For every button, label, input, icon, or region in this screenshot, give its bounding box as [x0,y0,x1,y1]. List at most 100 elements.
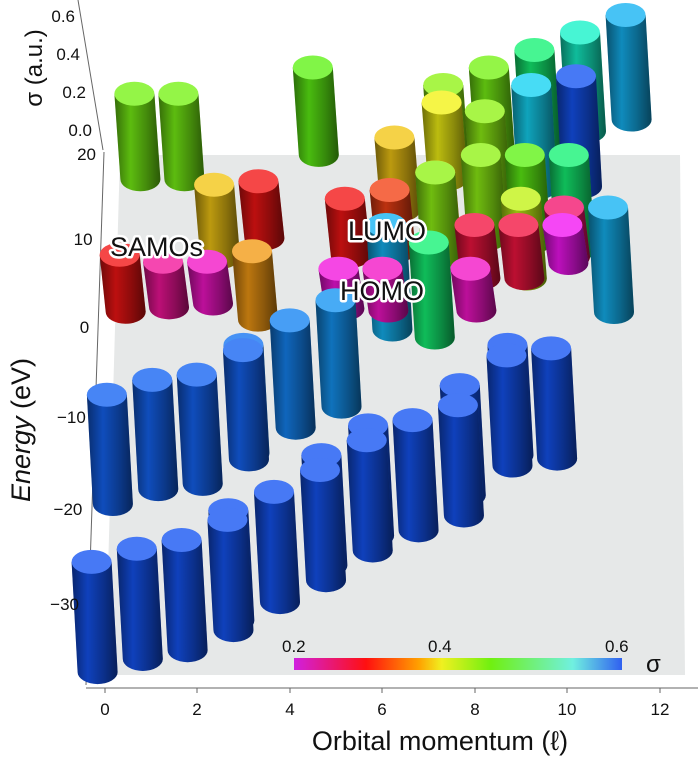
y-tick-label: 0 [80,318,89,337]
bar [143,249,190,320]
bar-top [605,3,646,27]
y-tick-label: 10 [74,230,93,249]
bar [161,528,208,663]
bar-top [161,528,202,552]
bar-top [116,536,157,561]
tick-labels: 0 2 4 6 8 10 12 20 10 0 −10 −20 −30 0.6 0.4 0.2 0.0 [50,7,669,719]
bar-top [324,186,365,211]
bars [71,3,652,685]
bar-shading [114,93,161,192]
bar-shading [254,491,300,615]
bar-shading [269,320,316,440]
bar [542,213,589,275]
bar-shading [362,268,409,323]
bar [222,338,269,472]
bar-top [500,186,541,211]
bar-top [187,249,228,274]
bar-shading [531,348,578,471]
z-tick-label: 0.6 [51,7,75,26]
bar-top [514,38,555,62]
colorbar-tick-1: 0.4 [428,637,452,656]
bar-shading [292,67,339,167]
z-tick-label: 0.2 [62,83,86,102]
bar [99,242,146,324]
x-tick-label: 8 [470,700,479,719]
bar-top [143,249,184,274]
x-tick-label: 0 [100,700,109,719]
bar-shading [437,405,484,528]
bar-top [374,125,415,150]
bar-top [232,239,272,264]
bar-top [560,20,600,45]
bar [315,288,362,419]
bar-shading [315,300,362,419]
bar [605,3,652,132]
bar-shading [222,350,269,472]
bar [86,382,133,516]
bar [292,55,339,167]
bar-top [423,73,464,97]
bar-shading [116,548,163,671]
bar-top [439,373,480,398]
bar-shading [300,470,346,593]
bar-top [392,408,433,433]
bar-shading [86,394,133,516]
bar-top [176,362,217,387]
bar [254,479,300,615]
bar-top [556,64,596,89]
bar-shading [187,261,234,316]
bar [132,367,179,502]
bar-top [86,382,127,407]
bar-shading [588,207,634,324]
bar-top [548,143,589,167]
bar-top [504,143,545,167]
bar [588,195,634,324]
bar-shading [132,379,179,502]
bar-top [544,195,584,220]
bar-shading [207,519,254,643]
colorbar-tick-2: 0.6 [605,637,629,656]
bar-shading [176,374,223,496]
bar [450,256,497,323]
bar-top [318,256,359,281]
colorbar-tick-0: 0.2 [282,637,306,656]
bar-top [511,73,552,97]
x-tick-label: 6 [377,700,386,719]
bar [392,408,439,543]
bar [232,239,278,332]
bar-top [498,213,539,237]
bar-top [362,256,403,281]
bar-shading [238,181,285,251]
y-axis-title-main: Energy [6,415,36,502]
colorbar [294,658,622,670]
bar [194,172,241,269]
bar-top [415,160,456,185]
bar-shading [194,184,241,269]
bar [362,256,409,323]
bar-top [464,99,505,124]
bar-shading [486,355,533,478]
bar-shading [99,254,146,324]
bar-top [531,336,572,361]
bar [207,507,254,643]
bar-top [408,230,449,255]
y-tick-label: 20 [77,145,96,164]
colorbar-label: σ [646,651,661,678]
bar-top [542,213,583,237]
bar-top [437,393,478,418]
bar-top [460,143,501,167]
x-axis-title: Orbital momentum (ℓ) [312,726,568,756]
bar-shading [143,261,190,320]
bar-shading [324,198,371,268]
x-tick-label: 12 [651,700,670,719]
bar-top [71,549,112,574]
bar-top [194,172,235,197]
x-tick-label: 2 [192,700,201,719]
bar-top [114,81,155,106]
bar-top [222,338,263,363]
bar-top [158,81,199,106]
x-tick-label: 4 [285,700,294,719]
bar-top [366,213,407,237]
bar-shading [605,15,652,132]
annotation-lumo: LUMO [348,216,426,246]
